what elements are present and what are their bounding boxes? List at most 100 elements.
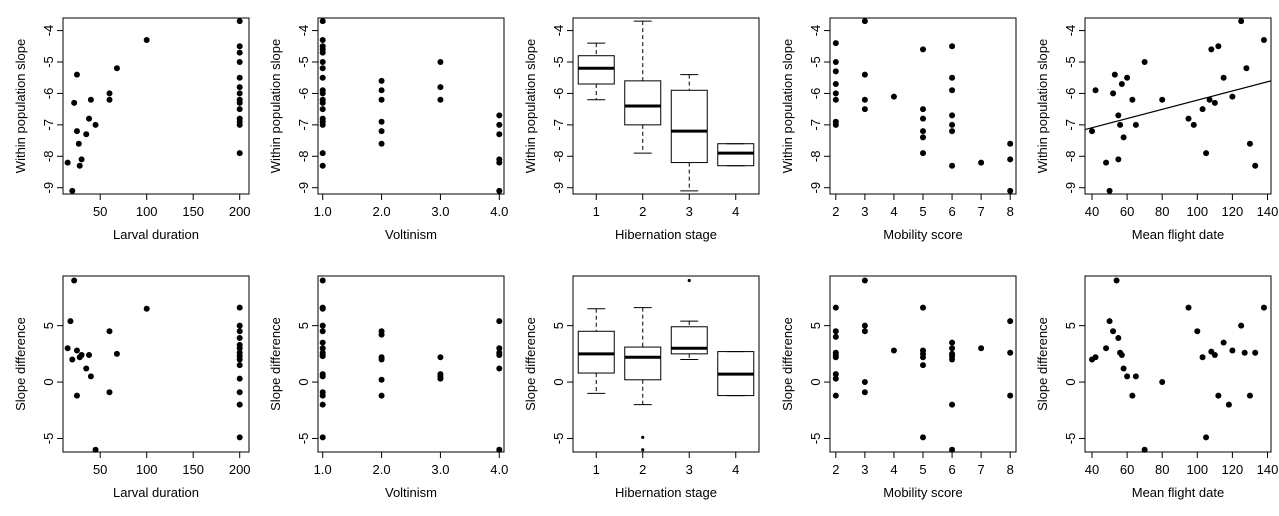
plot-frame (317, 275, 505, 453)
data-point (86, 351, 93, 358)
data-point (87, 96, 94, 103)
y-tick-label: -9 (41, 182, 56, 194)
data-point (378, 77, 385, 84)
data-point (64, 159, 71, 166)
data-point (978, 159, 985, 166)
x-axis-label: Hibernation stage (615, 227, 717, 242)
data-point (64, 345, 71, 352)
x-tick-label: 100 (136, 204, 158, 219)
data-point (1215, 392, 1222, 399)
data-point (319, 18, 326, 25)
data-point (1159, 379, 1166, 386)
data-point (1203, 150, 1210, 157)
data-point (71, 277, 78, 284)
x-tick-label: 1 (593, 204, 600, 219)
x-tick-label: 40 (1085, 204, 1099, 219)
data-point (1007, 187, 1014, 194)
plot-frame (317, 17, 505, 195)
data-point (236, 304, 243, 311)
x-tick-label: 2 (832, 462, 839, 477)
panel-6: 1.0 2.0 3.0 4.0 -5 0 5 Voltinism Slope differenc… (268, 275, 508, 500)
data-point (236, 150, 243, 157)
panel-7: 1 2 3 4 -5 0 5 Hibernation stage Slope differenc… (523, 275, 760, 500)
data-point (76, 162, 83, 169)
data-point (92, 446, 99, 453)
data-point (378, 128, 385, 135)
x-tick-label: 120 (1222, 204, 1244, 219)
x-tick-label: 100 (1186, 204, 1208, 219)
y-tick-label: 0 (1063, 378, 1078, 385)
data-point (496, 318, 503, 325)
x-axis-label: Hibernation stage (615, 485, 717, 500)
data-point (1120, 134, 1127, 141)
x-tick-label: 7 (978, 462, 985, 477)
data-point (1110, 90, 1117, 97)
x-tick-label: 3.0 (431, 462, 449, 477)
data-point (1246, 392, 1253, 399)
plot-frame (829, 17, 1017, 195)
x-tick-label: 140 (1257, 204, 1279, 219)
data-point (437, 59, 444, 65)
data-point (949, 345, 956, 352)
data-point (319, 345, 326, 352)
data-point (236, 401, 243, 408)
data-point (832, 96, 839, 103)
x-tick-label: 5 (919, 204, 926, 219)
data-point (437, 354, 444, 361)
x-tick-label: 8 (1007, 204, 1014, 219)
x-tick-label: 4 (890, 462, 897, 477)
data-point (86, 115, 93, 122)
data-point (236, 389, 243, 396)
data-point (1115, 335, 1122, 342)
y-tick-label: 5 (1063, 322, 1078, 329)
data-point (861, 322, 868, 329)
x-tick-label: 3 (861, 204, 868, 219)
y-tick-label: -5 (1063, 56, 1078, 68)
data-point (1199, 354, 1206, 361)
data-point (437, 375, 444, 382)
data-point (1103, 345, 1110, 352)
y-axis-label: Within population slope (780, 39, 795, 173)
data-point (319, 121, 326, 128)
data-point (1007, 349, 1014, 356)
x-tick-label: 2 (639, 462, 646, 477)
panel-4: 40 60 80 100 120 140 -9 -8 -7 -6 -5 -4 Mean flight d… (1035, 17, 1279, 242)
data-point (832, 333, 839, 340)
x-axis-label: Voltinism (385, 227, 437, 242)
data-point (949, 446, 956, 453)
panel-9: 40 60 80 100 120 140 -5 0 5 Mean flight date Slope… (1035, 275, 1278, 500)
x-axis-label: Mobility score (883, 485, 962, 500)
data-point (861, 18, 868, 25)
data-point (1124, 373, 1131, 380)
y-tick-label: -7 (808, 119, 823, 131)
data-point (1106, 187, 1113, 194)
box-1 (577, 308, 615, 394)
data-point (75, 140, 82, 147)
data-point (106, 328, 113, 335)
y-tick-label: 5 (551, 322, 566, 329)
data-point (1092, 87, 1099, 94)
data-point (832, 304, 839, 311)
data-point (832, 371, 839, 378)
data-point (143, 37, 150, 43)
data-point (113, 350, 120, 357)
x-tick-label: 50 (93, 462, 107, 477)
panel-2: 1 2 3 4 -9 -8 -7 -6 -5 -4 Hibernation stage Within … (523, 17, 760, 242)
data-point (1220, 339, 1227, 346)
data-point (1089, 128, 1096, 135)
data-point (319, 65, 326, 72)
data-point (496, 345, 503, 352)
data-point (236, 90, 243, 97)
x-tick-label: 150 (182, 204, 204, 219)
data-point (949, 356, 956, 363)
data-point (1118, 81, 1125, 87)
x-tick-label: 4.0 (490, 204, 508, 219)
panel-8: 2 3 4 5 6 7 8 -5 0 5 Mobility score Slope differenc… (780, 275, 1017, 500)
x-tick-label: 100 (136, 462, 158, 477)
data-point (236, 74, 243, 81)
y-tick-label: -7 (1063, 119, 1078, 131)
data-point (378, 96, 385, 103)
y-tick-label: -8 (551, 151, 566, 163)
data-point (106, 389, 113, 396)
data-point (920, 304, 926, 311)
